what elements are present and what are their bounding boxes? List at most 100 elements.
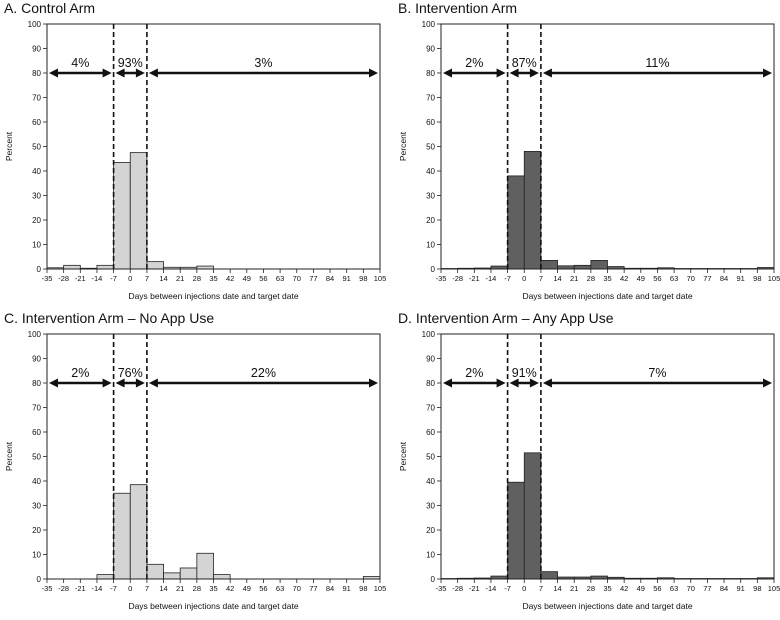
x-tick-label: 56 (259, 274, 267, 283)
histogram-chart: 0 10 20 30 40 50 60 70 80 90 100 -35 -28 -21 -14 -7 0 7 14… (4, 20, 386, 301)
x-tick-label: -35 (42, 584, 53, 593)
panel-intervention-any-app-use: D. Intervention Arm – Any App Use 0 10 20 3… (394, 310, 780, 620)
range-arrow-head-left (542, 378, 552, 388)
range-arrow-head-left (148, 68, 158, 78)
range-arrow-head-right (529, 378, 539, 388)
range-arrow-head-right (496, 378, 506, 388)
y-tick-label: 60 (32, 428, 41, 437)
plot-frame (440, 333, 775, 580)
x-tick-label: -14 (92, 274, 103, 283)
range-percent-label: 91% (512, 366, 537, 380)
range-arrow-head-left (542, 68, 552, 78)
x-tick-label: 49 (637, 274, 645, 283)
histogram-bar (63, 264, 81, 270)
y-tick-label: 70 (32, 404, 41, 413)
histogram-bar (507, 481, 525, 580)
x-tick-label: 42 (620, 584, 628, 593)
x-tick-label: 7 (539, 274, 543, 283)
panel-intervention-arm: B. Intervention Arm 0 10 20 30 40 50 60 70 80 90 1… (394, 0, 780, 310)
range-percent-label: 2% (465, 56, 483, 70)
y-tick-label: 100 (422, 20, 436, 29)
x-tick-label: 42 (620, 274, 628, 283)
x-tick-label: 14 (159, 274, 167, 283)
x-tick-label: 0 (128, 584, 132, 593)
x-tick-label: 105 (768, 274, 780, 283)
y-tick-label: 100 (422, 330, 436, 339)
range-percent-label: 2% (71, 366, 89, 380)
x-tick-label: -21 (469, 584, 480, 593)
x-tick-label: -28 (452, 584, 463, 593)
y-tick-label: 0 (431, 575, 436, 584)
range-arrow-head-right (369, 378, 378, 388)
histogram-bar (129, 152, 148, 270)
x-tick-label: -21 (75, 274, 86, 283)
x-tick-label: -28 (452, 274, 463, 283)
y-tick-label: 30 (426, 192, 435, 201)
x-tick-label: -14 (92, 584, 103, 593)
y-axis-label: Percent (398, 441, 408, 471)
x-tick-label: 77 (309, 274, 317, 283)
x-tick-label: 49 (637, 584, 645, 593)
x-tick-label: 84 (326, 274, 334, 283)
range-arrow-head-right (102, 68, 112, 78)
range-arrow-head-right (369, 68, 378, 78)
x-tick-label: 70 (293, 584, 301, 593)
y-tick-label: 70 (426, 404, 435, 413)
y-tick-label: 50 (32, 143, 41, 152)
y-tick-label: 0 (37, 265, 42, 274)
x-tick-label: 70 (687, 274, 695, 283)
range-arrow-head-right (135, 68, 145, 78)
x-tick-label: 21 (570, 584, 578, 593)
x-axis-label: Days between injections date and target … (128, 291, 298, 301)
y-tick-label: 10 (426, 551, 435, 560)
y-tick-label: 0 (431, 265, 436, 274)
range-percent-label: 11% (645, 56, 669, 70)
histogram-bar (163, 572, 181, 580)
histogram-bar (523, 452, 542, 580)
x-tick-label: 84 (326, 584, 334, 593)
range-arrow-head-right (763, 68, 772, 78)
y-tick-label: 80 (426, 69, 435, 78)
x-tick-label: 0 (128, 274, 132, 283)
y-axis-label: Percent (4, 131, 14, 161)
x-tick-label: -14 (486, 584, 497, 593)
y-tick-label: 50 (426, 143, 435, 152)
y-tick-label: 60 (32, 118, 41, 127)
x-tick-label: -21 (469, 274, 480, 283)
range-arrow-head-left (509, 68, 519, 78)
range-arrow-head-left (509, 378, 519, 388)
y-tick-label: 80 (426, 379, 435, 388)
x-axis-label: Days between injections date and target … (522, 291, 692, 301)
x-tick-label: -7 (504, 274, 511, 283)
x-tick-label: 14 (159, 584, 167, 593)
x-tick-label: 56 (653, 274, 661, 283)
range-arrow-head-right (529, 68, 539, 78)
histogram-chart: 0 10 20 30 40 50 60 70 80 90 100 -35 -28 -21 -14 -7 0 7 14… (398, 330, 780, 611)
x-tick-label: 35 (209, 584, 217, 593)
histogram-bar (507, 175, 525, 270)
range-percent-label: 7% (648, 366, 666, 380)
y-tick-label: 70 (32, 94, 41, 103)
histogram-bar (540, 571, 558, 580)
x-tick-label: -35 (436, 584, 447, 593)
y-tick-label: 50 (426, 453, 435, 462)
y-tick-label: 90 (32, 45, 41, 54)
range-percent-label: 76% (118, 366, 143, 380)
range-percent-label: 22% (251, 366, 276, 380)
x-tick-label: 56 (259, 584, 267, 593)
y-tick-label: 80 (32, 379, 41, 388)
range-arrow-head-left (115, 378, 125, 388)
plot-frame (46, 23, 381, 270)
y-tick-label: 20 (32, 216, 41, 225)
histogram-bar (213, 574, 231, 580)
x-tick-label: 14 (553, 584, 561, 593)
y-axis-label: Percent (4, 441, 14, 471)
x-tick-label: 98 (753, 584, 761, 593)
y-tick-label: 10 (426, 241, 435, 250)
y-tick-label: 40 (32, 477, 41, 486)
histogram-bar (113, 162, 131, 270)
x-tick-label: 0 (522, 274, 526, 283)
x-tick-label: 105 (768, 584, 780, 593)
x-tick-label: 28 (587, 274, 595, 283)
